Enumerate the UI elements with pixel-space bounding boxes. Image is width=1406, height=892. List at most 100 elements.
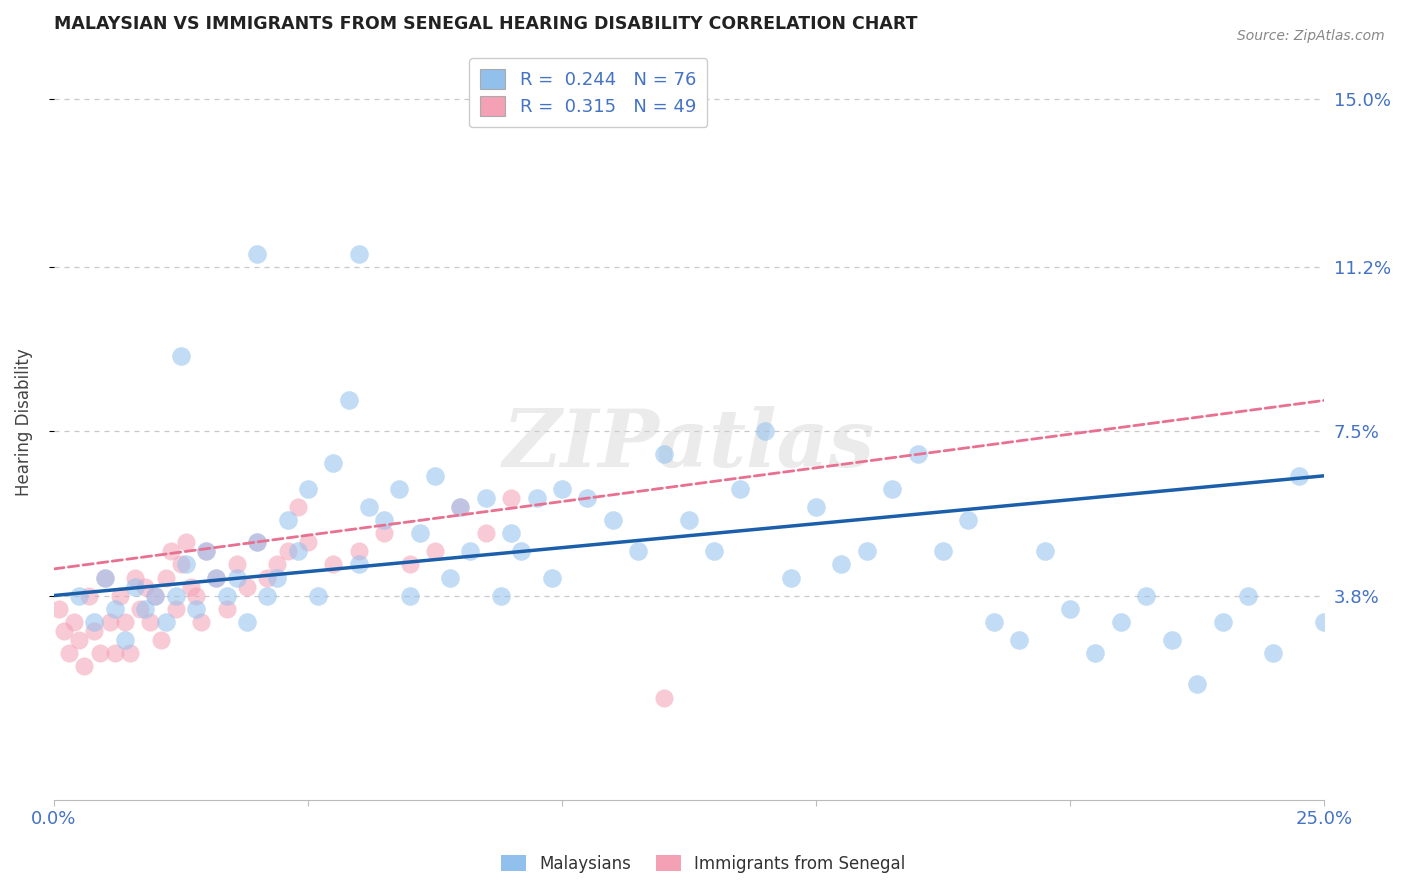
- Point: [195, 544, 218, 558]
- Point: [576, 491, 599, 505]
- Point: [460, 544, 482, 558]
- Point: [53, 624, 76, 638]
- Point: [602, 513, 624, 527]
- Point: [277, 544, 299, 558]
- Point: [957, 513, 980, 527]
- Point: [236, 580, 259, 594]
- Point: [165, 589, 187, 603]
- Point: [1008, 632, 1031, 647]
- Point: [266, 571, 288, 585]
- Point: [134, 602, 156, 616]
- Text: Source: ZipAtlas.com: Source: ZipAtlas.com: [1237, 29, 1385, 43]
- Legend: R =  0.244   N = 76, R =  0.315   N = 49: R = 0.244 N = 76, R = 0.315 N = 49: [470, 59, 707, 128]
- Point: [58, 646, 80, 660]
- Point: [287, 500, 309, 514]
- Point: [145, 589, 167, 603]
- Point: [652, 690, 675, 705]
- Point: [215, 602, 238, 616]
- Point: [145, 589, 167, 603]
- Point: [129, 602, 152, 616]
- Point: [83, 615, 105, 629]
- Point: [449, 500, 471, 514]
- Point: [1160, 632, 1182, 647]
- Point: [1288, 468, 1310, 483]
- Point: [728, 482, 751, 496]
- Point: [297, 482, 319, 496]
- Point: [652, 447, 675, 461]
- Point: [627, 544, 650, 558]
- Point: [256, 571, 278, 585]
- Point: [165, 602, 187, 616]
- Point: [373, 513, 395, 527]
- Point: [246, 535, 269, 549]
- Point: [195, 544, 218, 558]
- Point: [98, 615, 121, 629]
- Point: [1033, 544, 1056, 558]
- Point: [1059, 602, 1081, 616]
- Point: [1185, 677, 1208, 691]
- Point: [149, 632, 172, 647]
- Point: [510, 544, 533, 558]
- Point: [170, 349, 193, 363]
- Point: [104, 646, 127, 660]
- Point: [856, 544, 879, 558]
- Point: [118, 646, 141, 660]
- Point: [184, 589, 207, 603]
- Point: [501, 491, 523, 505]
- Point: [398, 558, 420, 572]
- Point: [779, 571, 801, 585]
- Point: [907, 447, 929, 461]
- Point: [79, 589, 101, 603]
- Point: [277, 513, 299, 527]
- Point: [357, 500, 380, 514]
- Point: [83, 624, 105, 638]
- Point: [225, 558, 247, 572]
- Point: [754, 425, 776, 439]
- Point: [246, 247, 269, 261]
- Point: [170, 558, 193, 572]
- Point: [449, 500, 471, 514]
- Point: [983, 615, 1005, 629]
- Point: [63, 615, 86, 629]
- Point: [882, 482, 904, 496]
- Point: [215, 589, 238, 603]
- Point: [388, 482, 411, 496]
- Point: [1084, 646, 1107, 660]
- Point: [373, 526, 395, 541]
- Point: [287, 544, 309, 558]
- Point: [266, 558, 288, 572]
- Point: [439, 571, 461, 585]
- Point: [804, 500, 827, 514]
- Point: [190, 615, 212, 629]
- Point: [236, 615, 259, 629]
- Point: [1237, 589, 1260, 603]
- Point: [174, 535, 197, 549]
- Point: [93, 571, 115, 585]
- Point: [830, 558, 852, 572]
- Point: [347, 558, 370, 572]
- Point: [398, 589, 420, 603]
- Point: [474, 491, 496, 505]
- Point: [159, 544, 181, 558]
- Point: [89, 646, 111, 660]
- Point: [180, 580, 202, 594]
- Point: [347, 247, 370, 261]
- Point: [114, 632, 136, 647]
- Point: [474, 526, 496, 541]
- Point: [48, 602, 70, 616]
- Point: [205, 571, 228, 585]
- Point: [139, 615, 162, 629]
- Point: [1212, 615, 1234, 629]
- Point: [114, 615, 136, 629]
- Point: [1135, 589, 1157, 603]
- Point: [526, 491, 548, 505]
- Point: [155, 571, 177, 585]
- Point: [67, 589, 90, 603]
- Point: [104, 602, 127, 616]
- Point: [73, 659, 96, 673]
- Point: [703, 544, 725, 558]
- Point: [93, 571, 115, 585]
- Point: [932, 544, 955, 558]
- Point: [256, 589, 278, 603]
- Point: [337, 393, 360, 408]
